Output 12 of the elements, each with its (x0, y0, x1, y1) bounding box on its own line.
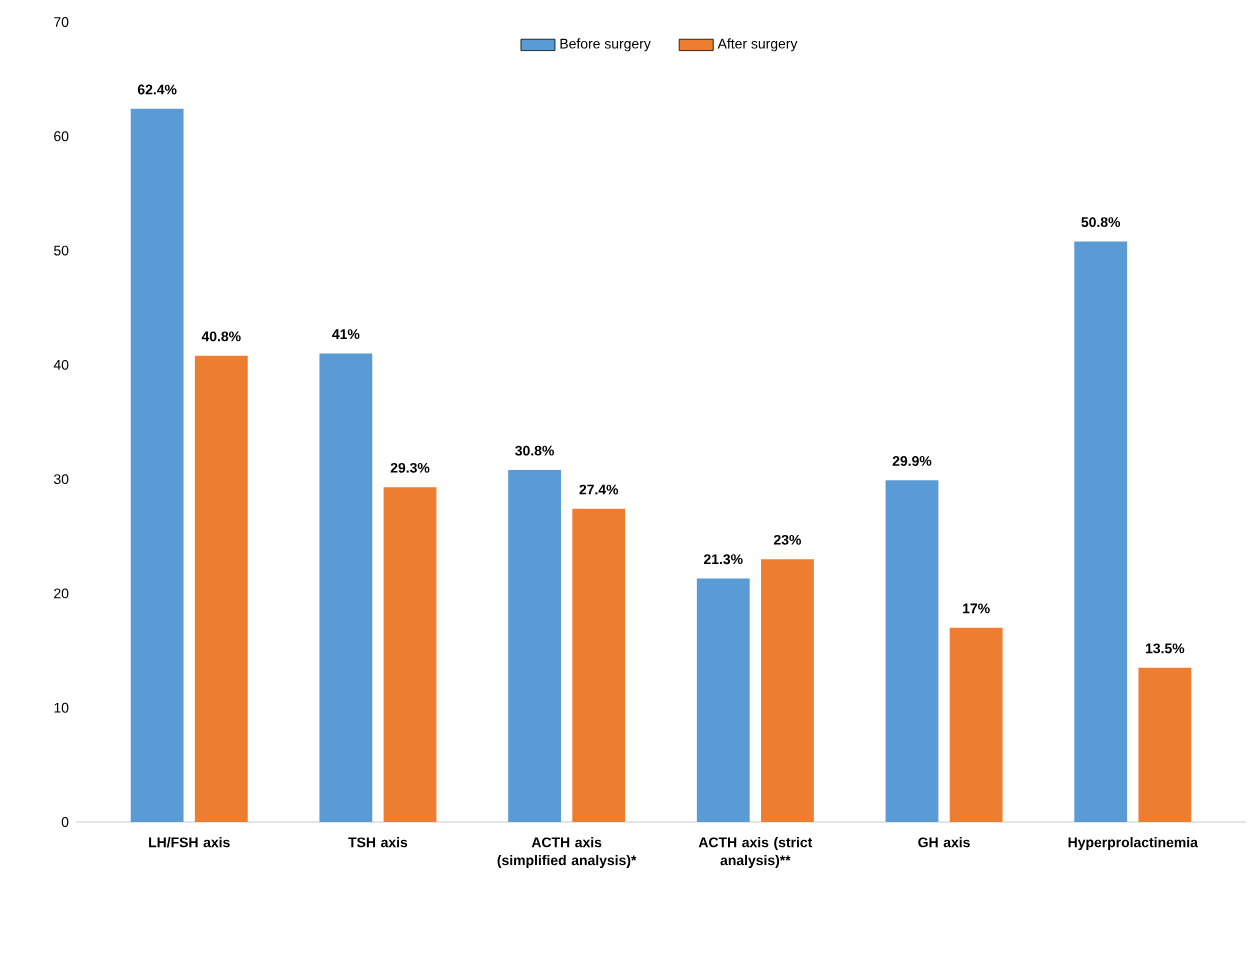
bar (383, 487, 437, 822)
bar (572, 508, 626, 822)
bar (949, 627, 1003, 822)
bar (696, 578, 750, 822)
bar (1074, 241, 1128, 822)
bar (508, 470, 561, 822)
bar (761, 559, 814, 822)
bar (885, 480, 939, 822)
bar (194, 355, 248, 822)
bar (319, 353, 373, 822)
bar (130, 108, 184, 822)
bar (1138, 667, 1192, 822)
